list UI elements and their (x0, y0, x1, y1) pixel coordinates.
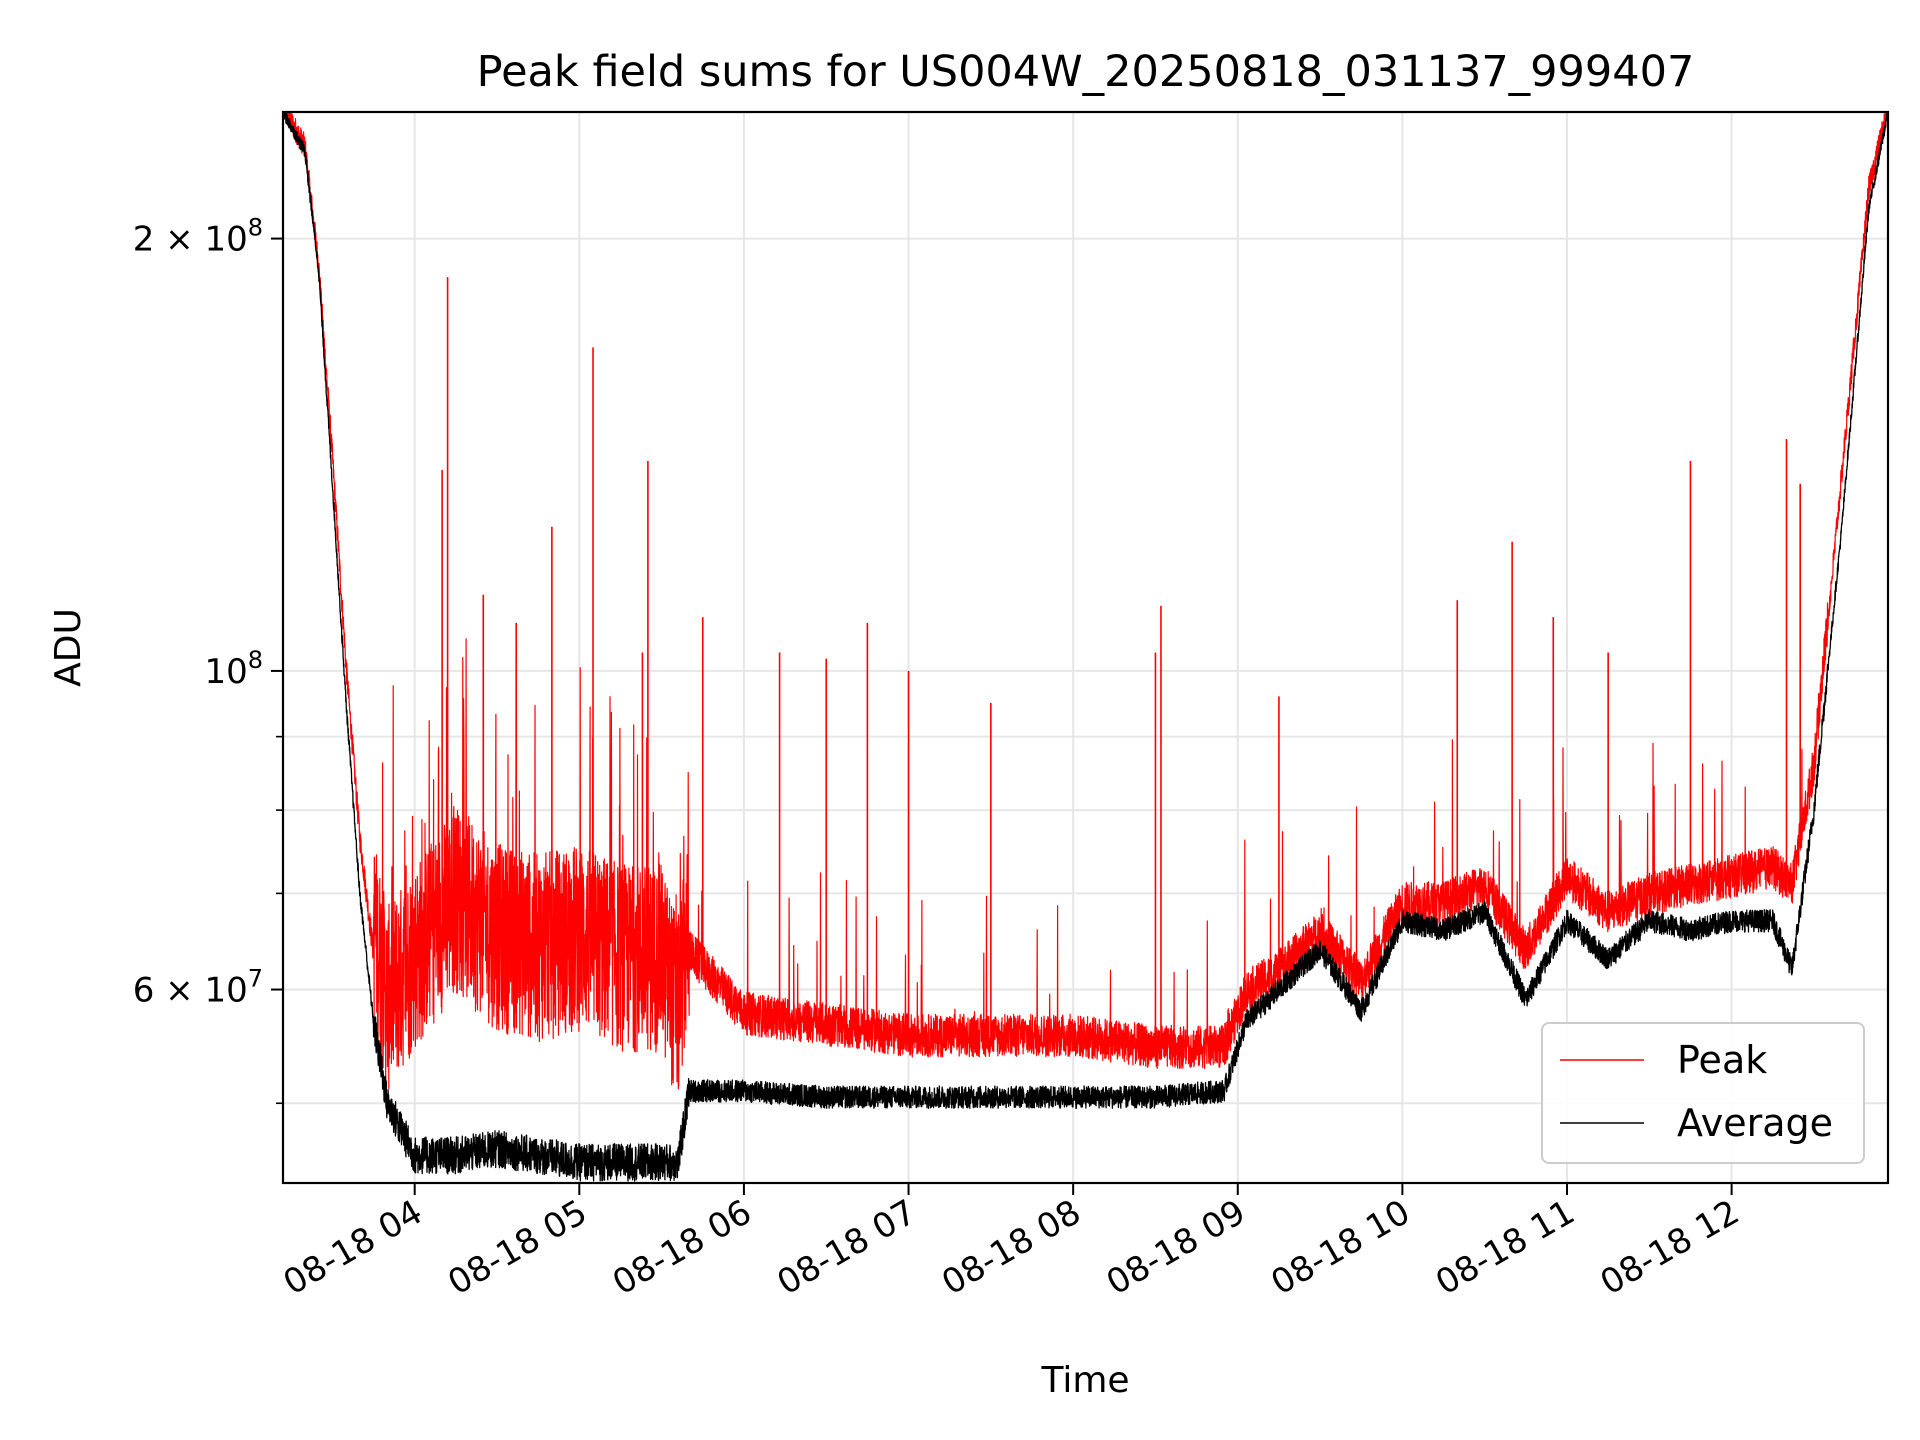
chart-title: Peak field sums for US004W_20250818_0311… (477, 47, 1695, 97)
y-tick-label: 6 × 107 (133, 965, 263, 1011)
series-line-average (283, 112, 1888, 1182)
legend-label-peak: Peak (1677, 1038, 1767, 1082)
y-tick-label: 2 × 108 (133, 214, 263, 260)
y-axis-label: ADU (48, 608, 89, 687)
y-axis: 6 × 107 108 2 × 108 (133, 214, 283, 1105)
plot-frame (281, 110, 1890, 1185)
series-layer (283, 112, 1888, 1182)
x-axis-label: Time (1040, 1360, 1129, 1401)
legend: Peak Average (1541, 1022, 1865, 1164)
series-line-peak (283, 112, 1888, 1090)
legend-label-average: Average (1677, 1101, 1833, 1145)
y-tick-label: 108 (204, 646, 263, 692)
legend-box (1541, 1022, 1865, 1164)
